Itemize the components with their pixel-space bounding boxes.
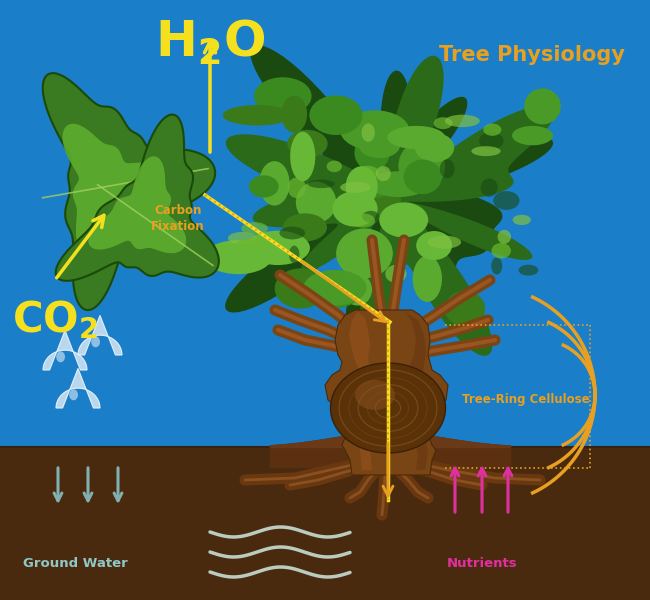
- Ellipse shape: [287, 178, 306, 198]
- Ellipse shape: [281, 95, 307, 133]
- Ellipse shape: [249, 175, 279, 197]
- Polygon shape: [56, 368, 100, 408]
- Polygon shape: [43, 73, 215, 310]
- Ellipse shape: [223, 105, 292, 125]
- Ellipse shape: [340, 182, 371, 193]
- Ellipse shape: [434, 117, 452, 129]
- Ellipse shape: [310, 278, 360, 308]
- Ellipse shape: [479, 132, 504, 149]
- Ellipse shape: [330, 363, 445, 453]
- Ellipse shape: [340, 110, 410, 150]
- Ellipse shape: [332, 191, 378, 227]
- Ellipse shape: [355, 380, 395, 410]
- Ellipse shape: [289, 245, 300, 263]
- Ellipse shape: [228, 232, 257, 244]
- Ellipse shape: [241, 222, 268, 235]
- Ellipse shape: [404, 160, 442, 194]
- Ellipse shape: [91, 336, 100, 347]
- Ellipse shape: [296, 182, 336, 223]
- Bar: [0, 447, 650, 600]
- Ellipse shape: [416, 231, 452, 260]
- Ellipse shape: [362, 211, 379, 223]
- Ellipse shape: [445, 291, 485, 326]
- Ellipse shape: [275, 268, 326, 308]
- Text: $\mathbf{CO_2}$: $\mathbf{CO_2}$: [12, 298, 98, 341]
- Ellipse shape: [287, 130, 328, 158]
- Ellipse shape: [354, 135, 389, 171]
- Polygon shape: [225, 45, 553, 349]
- Polygon shape: [62, 124, 169, 256]
- Ellipse shape: [358, 166, 378, 179]
- Text: $\mathbf{H_2O}$: $\mathbf{H_2O}$: [155, 18, 265, 67]
- Ellipse shape: [524, 88, 561, 124]
- Ellipse shape: [350, 214, 375, 227]
- Ellipse shape: [259, 161, 290, 206]
- Ellipse shape: [343, 274, 372, 305]
- Ellipse shape: [445, 115, 480, 127]
- Text: Carbon
Fixation: Carbon Fixation: [151, 203, 205, 232]
- Ellipse shape: [491, 257, 502, 275]
- Polygon shape: [56, 115, 219, 281]
- Bar: [0, 0, 650, 447]
- Polygon shape: [78, 316, 122, 355]
- Text: Ground Water: Ground Water: [23, 557, 127, 570]
- Ellipse shape: [387, 126, 445, 149]
- Text: Tree-Ring Cellulose: Tree-Ring Cellulose: [462, 394, 590, 407]
- Ellipse shape: [497, 230, 511, 244]
- Ellipse shape: [326, 161, 342, 172]
- Ellipse shape: [56, 351, 65, 362]
- Ellipse shape: [361, 124, 375, 142]
- Ellipse shape: [385, 265, 406, 283]
- Text: Nutrients: Nutrients: [447, 557, 517, 570]
- Text: Tree Physiology: Tree Physiology: [439, 45, 625, 65]
- Polygon shape: [325, 310, 448, 475]
- Ellipse shape: [471, 146, 500, 156]
- Ellipse shape: [69, 389, 78, 400]
- Polygon shape: [349, 312, 374, 470]
- Ellipse shape: [341, 200, 354, 212]
- Polygon shape: [226, 56, 555, 356]
- Ellipse shape: [280, 227, 305, 239]
- Polygon shape: [43, 331, 87, 370]
- Ellipse shape: [513, 215, 531, 225]
- Ellipse shape: [376, 166, 391, 181]
- Ellipse shape: [283, 214, 327, 241]
- Ellipse shape: [359, 133, 400, 158]
- Ellipse shape: [304, 270, 367, 305]
- Ellipse shape: [336, 229, 393, 278]
- Ellipse shape: [493, 191, 519, 210]
- Ellipse shape: [484, 124, 501, 136]
- Ellipse shape: [512, 126, 553, 145]
- Ellipse shape: [398, 141, 445, 191]
- Ellipse shape: [355, 167, 394, 198]
- Polygon shape: [405, 312, 432, 470]
- Ellipse shape: [254, 77, 311, 115]
- Ellipse shape: [237, 238, 271, 249]
- Ellipse shape: [290, 131, 315, 181]
- Ellipse shape: [428, 236, 461, 249]
- Ellipse shape: [246, 231, 310, 265]
- Ellipse shape: [309, 95, 363, 135]
- Ellipse shape: [204, 240, 272, 274]
- Polygon shape: [88, 157, 186, 253]
- Ellipse shape: [307, 179, 335, 188]
- Ellipse shape: [413, 256, 442, 302]
- Ellipse shape: [415, 133, 454, 162]
- Ellipse shape: [379, 202, 428, 238]
- Ellipse shape: [358, 178, 401, 220]
- Ellipse shape: [480, 178, 498, 197]
- Ellipse shape: [440, 160, 454, 178]
- Ellipse shape: [369, 171, 428, 197]
- Ellipse shape: [519, 265, 538, 275]
- Ellipse shape: [346, 166, 378, 206]
- Ellipse shape: [491, 243, 511, 259]
